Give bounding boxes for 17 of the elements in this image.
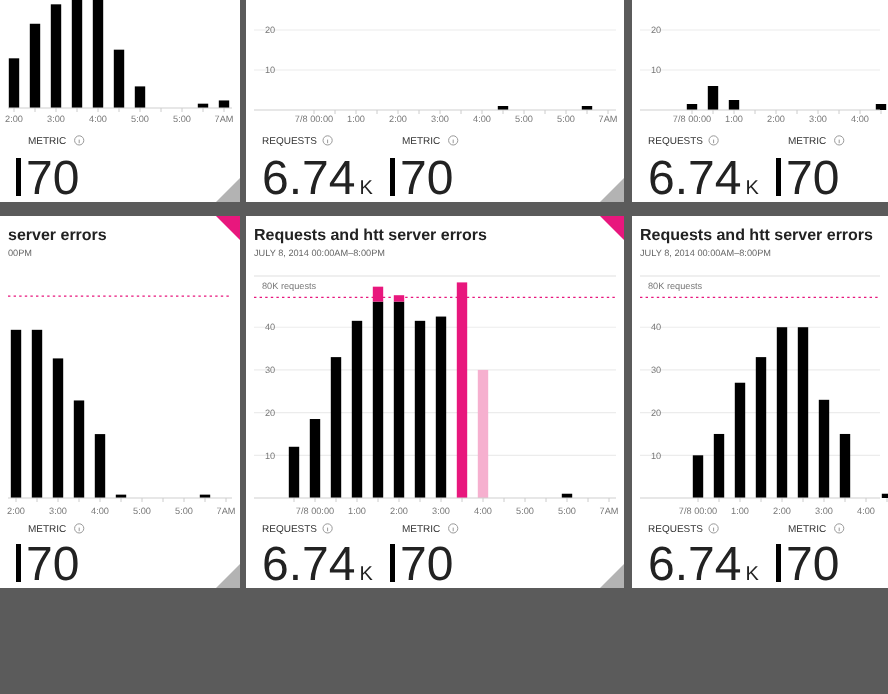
text: 70	[400, 538, 454, 592]
text: 70	[26, 152, 80, 206]
text: K	[359, 564, 374, 586]
chart-title: server errors	[8, 226, 108, 244]
text: 70	[400, 152, 454, 206]
text: 70	[786, 152, 840, 206]
text: 6.74	[648, 538, 742, 592]
text: K	[745, 564, 760, 586]
text: 6.74	[648, 152, 742, 206]
chart-title: Requests and htt server errors	[254, 226, 489, 244]
text: 70	[786, 538, 840, 592]
text: 70	[26, 538, 80, 592]
text: K	[359, 178, 374, 200]
text: 6.74	[262, 538, 356, 592]
text: K	[745, 178, 760, 200]
chart-title: Requests and htt server errors	[640, 226, 875, 244]
text: 6.74	[262, 152, 356, 206]
